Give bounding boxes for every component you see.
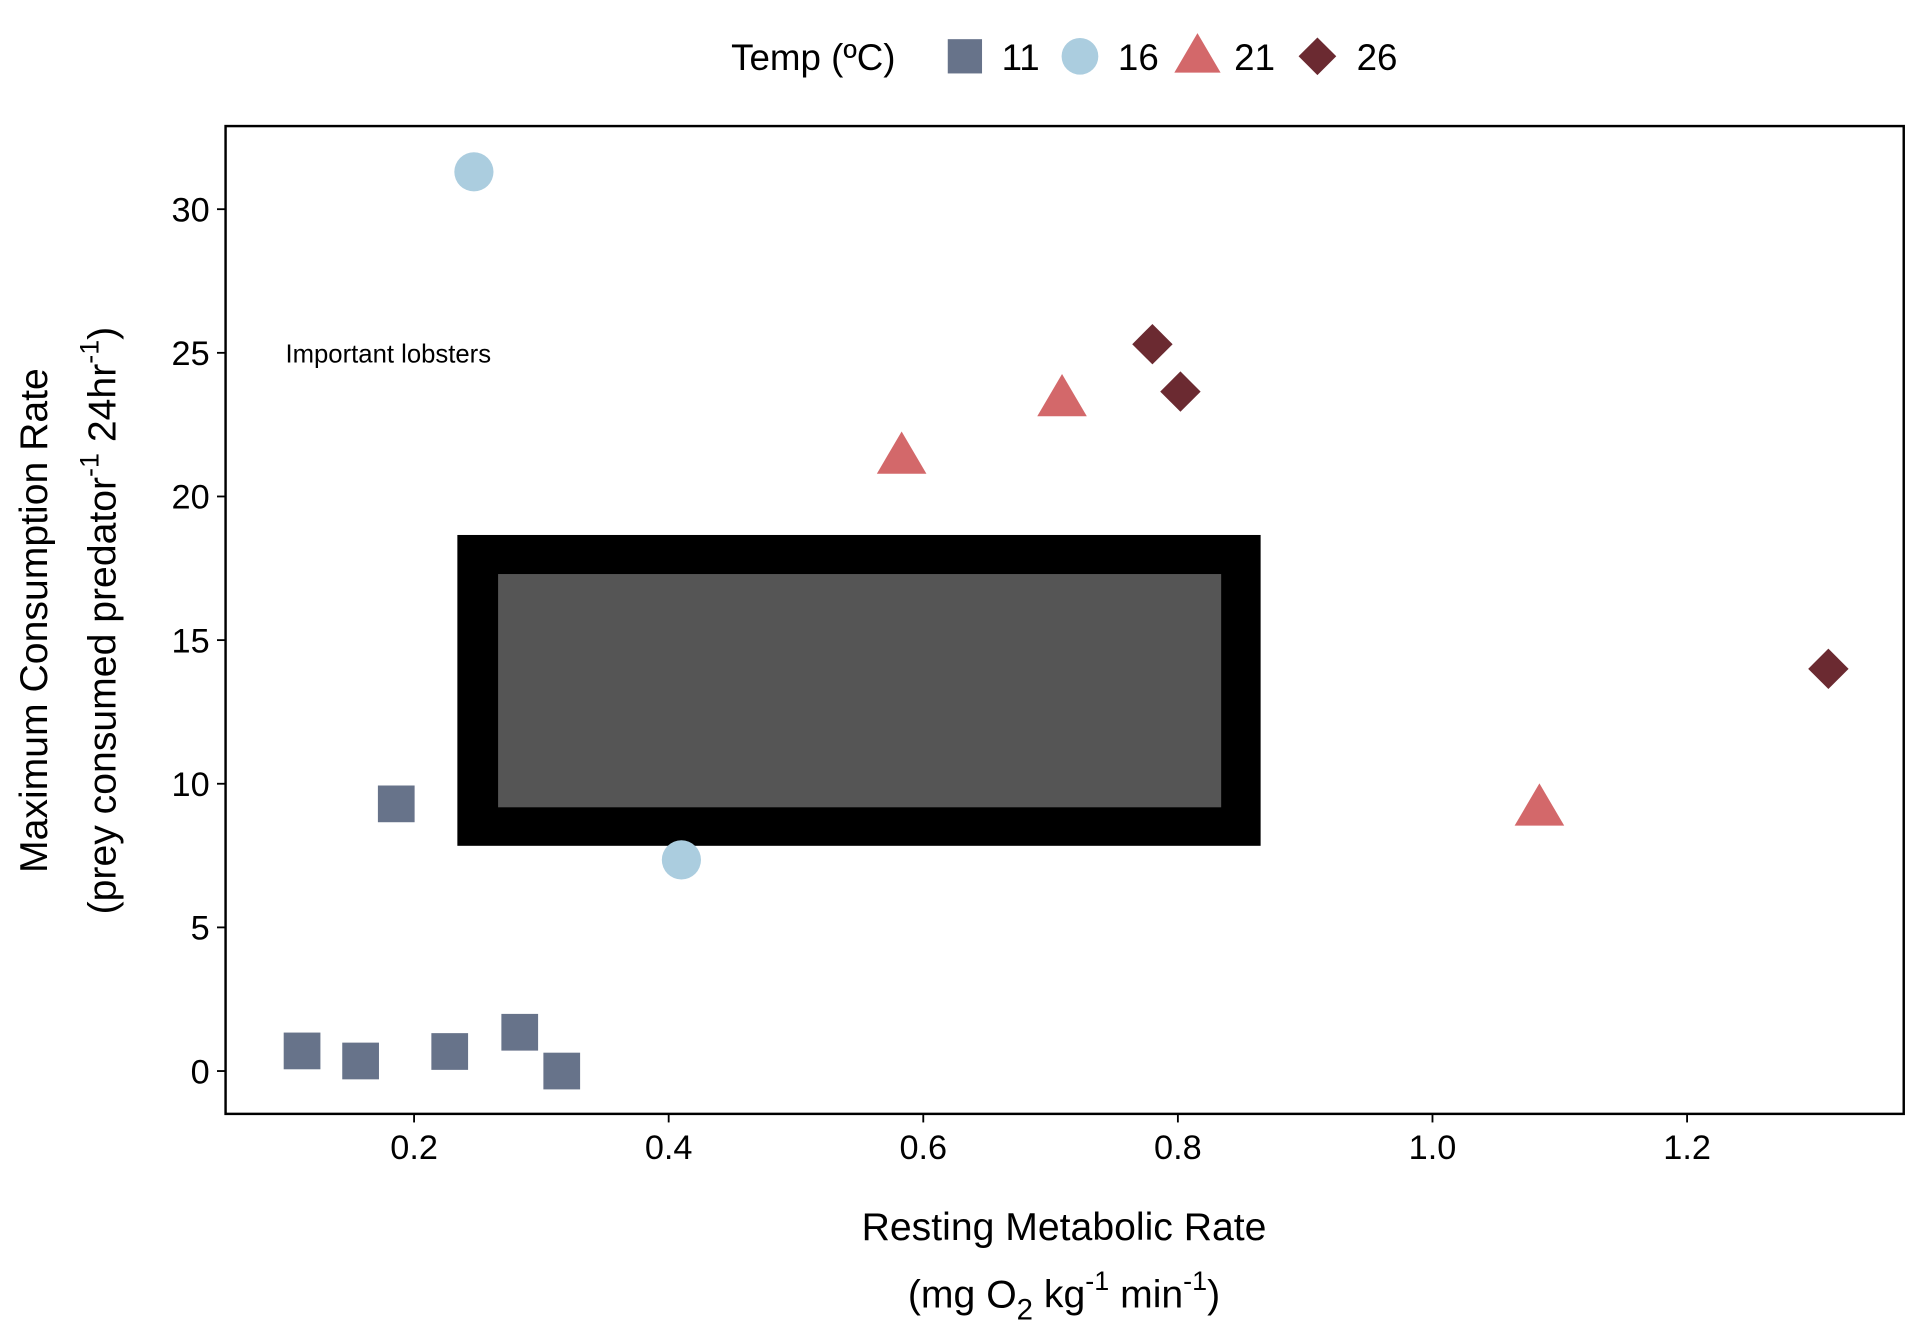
data-point-circle-16: [661, 840, 701, 880]
legend-key-diamond: [1298, 37, 1337, 76]
legend-label: 11: [1002, 37, 1040, 78]
data-point-diamond-26: [1160, 371, 1201, 412]
legend-label: 21: [1234, 37, 1275, 78]
data-point-square-11: [283, 1032, 321, 1070]
data-points: [283, 152, 1849, 1090]
x-tick-label: 0.2: [390, 1129, 438, 1167]
data-point-square-11: [431, 1033, 469, 1070]
x-tick-label: 0.8: [1154, 1129, 1202, 1167]
y-tick-label: 15: [172, 622, 210, 660]
annotations: Important lobsters: [286, 340, 492, 368]
legend-title: Temp (ºC): [731, 37, 895, 78]
data-point-square-11: [377, 785, 415, 823]
legend-label: 16: [1118, 37, 1159, 78]
data-point-circle-16: [454, 152, 494, 192]
annotation-label: Important lobsters: [286, 340, 492, 368]
y-tick-label: 5: [191, 910, 210, 948]
x-axis: 0.2 0.4 0.6 0.8 1.0 1.2: [390, 1113, 1711, 1167]
data-point-square-11: [342, 1042, 379, 1080]
legend-key-square: [947, 39, 983, 74]
data-point-triangle-21: [1514, 783, 1565, 826]
y-axis-title: Maximum Consumption Rate: [13, 368, 56, 873]
legend-key-circle: [1061, 37, 1099, 75]
x-tick-label: 1.0: [1409, 1129, 1457, 1167]
x-tick-label: 0.4: [645, 1129, 693, 1167]
data-point-triangle-21: [1037, 374, 1087, 417]
data-point-triangle-21: [876, 431, 927, 474]
legend-key-triangle: [1174, 33, 1221, 73]
y-tick-label: 0: [191, 1053, 210, 1091]
y-axis: 0 5 10 15 20 25 30: [172, 191, 226, 1091]
legend: Temp (ºC) 11 16 21 26: [731, 33, 1397, 78]
y-tick-label: 30: [172, 191, 210, 229]
data-point-diamond-26: [1808, 648, 1849, 690]
legend-label: 26: [1357, 37, 1398, 78]
y-tick-label: 10: [172, 766, 210, 804]
x-axis-title: Resting Metabolic Rate: [862, 1206, 1267, 1249]
overlay-box-group: [457, 534, 1261, 846]
y-axis-units: (prey consumed predator-1 24hr-1): [74, 327, 124, 915]
x-tick-label: 0.6: [899, 1129, 947, 1167]
data-point-diamond-26: [1132, 324, 1173, 365]
x-tick-label: 1.2: [1663, 1129, 1711, 1167]
y-tick-label: 25: [172, 335, 210, 373]
overlay-box-inner: [498, 574, 1222, 808]
x-axis-units: (mg O2 kg-1 min-1): [908, 1266, 1220, 1326]
y-tick-label: 20: [172, 479, 210, 517]
data-point-square-11: [501, 1013, 539, 1051]
data-point-square-11: [543, 1052, 581, 1090]
